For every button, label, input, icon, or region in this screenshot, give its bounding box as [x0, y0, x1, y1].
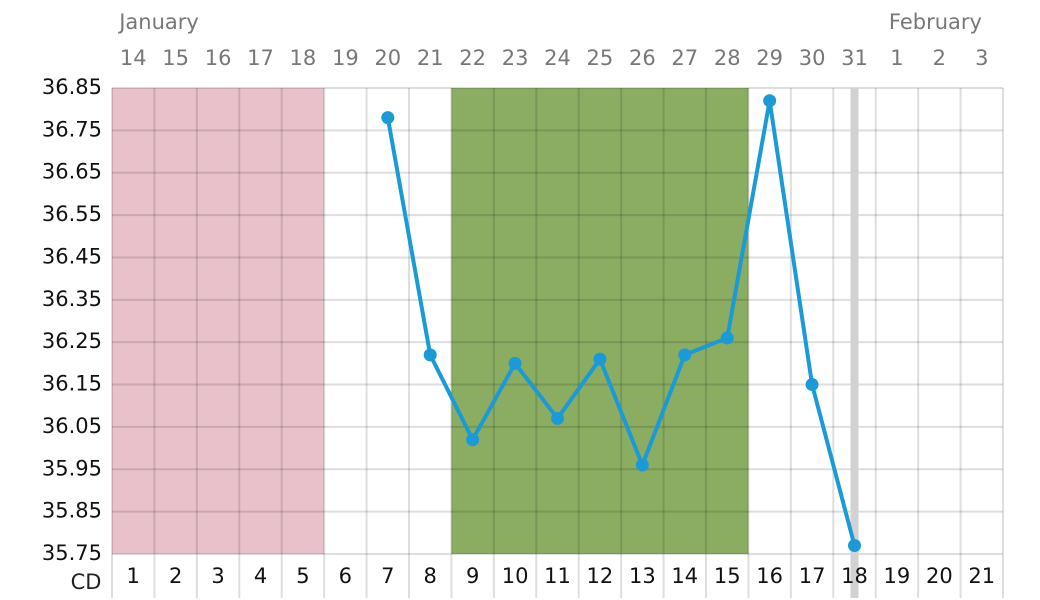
data-point [423, 348, 437, 362]
date-label: 16 [205, 46, 232, 70]
y-tick-label: 36.25 [42, 329, 102, 353]
month-label: February [889, 10, 982, 34]
date-label: 17 [247, 46, 274, 70]
y-tick-label: 36.75 [42, 117, 102, 141]
cycle-day-label: 6 [339, 564, 352, 588]
cycle-day-label: 7 [381, 564, 394, 588]
shaded-range [112, 88, 325, 554]
y-tick-label: 36.55 [42, 202, 102, 226]
data-point [763, 94, 777, 108]
cycle-day-label: 14 [671, 564, 698, 588]
shaded-range [451, 88, 749, 554]
date-label: 29 [756, 46, 783, 70]
date-label: 27 [671, 46, 698, 70]
x-axis-label: CD [71, 570, 102, 594]
y-tick-label: 36.45 [42, 244, 102, 268]
cycle-day-label: 9 [466, 564, 479, 588]
data-point [678, 348, 692, 362]
date-label: 14 [120, 46, 147, 70]
date-label: 20 [374, 46, 401, 70]
cycle-day-label: 21 [968, 564, 995, 588]
date-label: 24 [544, 46, 571, 70]
data-point [593, 352, 607, 366]
y-tick-label: 36.85 [42, 75, 102, 99]
date-label: 2 [933, 46, 946, 70]
data-point [466, 433, 480, 447]
date-label: 30 [799, 46, 826, 70]
cycle-day-label: 3 [211, 564, 224, 588]
cycle-day-label: 16 [756, 564, 783, 588]
date-label: 23 [502, 46, 529, 70]
data-point [551, 411, 564, 425]
cycle-day-label: 19 [884, 564, 911, 588]
cycle-day-label: 11 [544, 564, 571, 588]
date-label: 31 [841, 46, 868, 70]
y-tick-label: 35.75 [42, 541, 102, 565]
data-point [805, 378, 819, 392]
cycle-day-label: 4 [254, 564, 267, 588]
cycle-day-label: 17 [799, 564, 826, 588]
cycle-day-label: 15 [714, 564, 741, 588]
cycle-day-label: 8 [424, 564, 437, 588]
date-label: 3 [975, 46, 988, 70]
y-tick-label: 36.05 [42, 414, 102, 438]
date-label: 1 [890, 46, 903, 70]
cycle-day-label: 10 [502, 564, 529, 588]
data-point [635, 458, 649, 472]
cycle-day-label: 12 [587, 564, 614, 588]
data-point [381, 111, 395, 125]
date-label: 15 [162, 46, 189, 70]
y-tick-label: 35.95 [42, 456, 102, 480]
date-label: 21 [417, 46, 444, 70]
data-point [848, 539, 861, 553]
data-line [385, 98, 857, 547]
y-tick-label: 36.35 [42, 287, 102, 311]
cycle-day-label: 20 [926, 564, 953, 588]
date-label: 26 [629, 46, 656, 70]
cycle-day-label: 5 [296, 564, 309, 588]
date-label: 22 [459, 46, 486, 70]
data-point [720, 331, 734, 345]
cycle-day-label: 1 [127, 564, 140, 588]
cycle-day-label: 18 [841, 564, 868, 588]
date-label: 18 [290, 46, 317, 70]
y-tick-label: 36.65 [42, 160, 102, 184]
date-label: 28 [714, 46, 741, 70]
date-label: 19 [332, 46, 359, 70]
data-point [508, 356, 522, 370]
date-label: 25 [587, 46, 614, 70]
cycle-day-label: 2 [169, 564, 182, 588]
today-marker [850, 88, 859, 598]
y-tick-label: 36.15 [42, 372, 102, 396]
cycle-day-label: 13 [629, 564, 656, 588]
y-tick-label: 35.85 [42, 499, 102, 523]
month-label: January [117, 10, 199, 34]
